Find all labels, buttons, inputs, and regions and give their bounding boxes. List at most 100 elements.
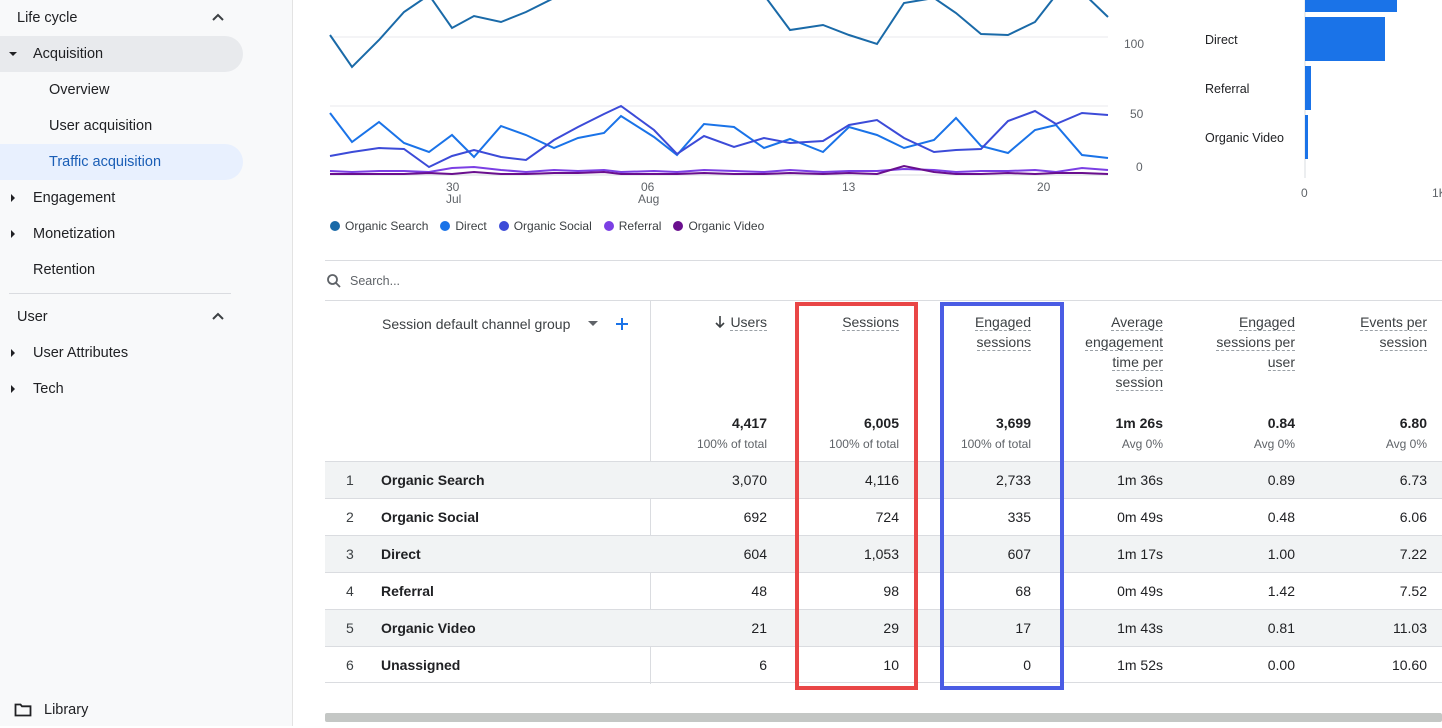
sidebar-item-acquisition[interactable]: Acquisition xyxy=(0,36,243,72)
cell-eng-per-user: 1.42 xyxy=(1267,583,1295,599)
add-dimension-icon[interactable] xyxy=(615,317,629,331)
cell-events-per-session: 10.60 xyxy=(1391,657,1427,673)
legend-item[interactable]: Organic Search xyxy=(330,218,428,234)
sidebar-section-user[interactable]: User xyxy=(0,299,243,335)
cell-avg-time: 0m 49s xyxy=(1117,583,1163,599)
legend-label: Organic Video xyxy=(688,219,765,233)
column-header-label: session xyxy=(1115,374,1163,391)
column-header-avg-engagement-time[interactable]: Average engagement time per session xyxy=(1063,312,1163,392)
line-series-group xyxy=(329,0,1109,176)
cell-sessions: 98 xyxy=(883,583,899,599)
chart-legend: Organic Search Direct Organic Social Ref… xyxy=(330,218,764,234)
bar-x-tick-label: 1K xyxy=(1432,186,1442,200)
column-header-label: sessions per xyxy=(1216,334,1295,351)
row-channel: Organic Video xyxy=(381,620,476,636)
horizontal-scrollbar[interactable] xyxy=(325,713,1442,722)
legend-dot xyxy=(673,221,684,231)
legend-dot xyxy=(603,221,614,231)
cell-avg-time: 1m 36s xyxy=(1117,472,1163,488)
caret-right-icon xyxy=(11,349,15,357)
series-line xyxy=(330,164,1109,176)
legend-label: Organic Social xyxy=(513,219,592,233)
x-tick-label: Jul xyxy=(446,192,461,206)
sidebar-item-overview[interactable]: Overview xyxy=(49,72,109,108)
column-header-label: Average xyxy=(1111,314,1163,331)
table-search[interactable]: Search... xyxy=(326,270,400,292)
sessions-highlight-box xyxy=(795,302,918,690)
bar-category-label: Direct xyxy=(1205,33,1238,47)
bar xyxy=(1305,115,1308,159)
cell-events-per-session: 7.22 xyxy=(1399,546,1427,562)
row-index: 4 xyxy=(346,583,354,599)
dropdown-caret-icon[interactable] xyxy=(588,321,598,327)
cell-eng-per-user: 1.00 xyxy=(1267,546,1295,562)
caret-right-icon xyxy=(11,230,15,238)
x-tick-label: 20 xyxy=(1037,180,1051,194)
sidebar-item-label: Retention xyxy=(33,262,96,278)
cell-sessions: 29 xyxy=(883,620,899,636)
charts-area: 100 50 0 30 Jul 06 Aug 13 20 Direct Refe… xyxy=(329,0,1442,206)
folder-icon xyxy=(14,703,32,717)
row-channel: Unassigned xyxy=(381,657,461,673)
sidebar-item-engagement[interactable]: Engagement xyxy=(0,180,115,216)
column-header-engaged-sessions[interactable]: Engaged sessions xyxy=(941,312,1031,352)
sidebar-item-monetization[interactable]: Monetization xyxy=(0,216,115,252)
cell-avg-time: 1m 43s xyxy=(1117,620,1163,636)
column-header-label: Engaged xyxy=(974,314,1031,331)
dimension-selector[interactable]: Session default channel group xyxy=(382,314,570,334)
table-row[interactable]: 2 Organic Social 692 724 335 0m 49s 0.48… xyxy=(325,498,1442,535)
legend-item[interactable]: Organic Video xyxy=(673,218,764,234)
series-line xyxy=(329,112,1109,159)
main-content: 100 50 0 30 Jul 06 Aug 13 20 Direct Refe… xyxy=(294,0,1442,726)
bar-x-tick-label: 0 xyxy=(1301,186,1308,200)
dimension-label: Session default channel group xyxy=(382,316,571,332)
x-tick-label: 30 xyxy=(446,180,460,194)
sidebar-section-label: Life cycle xyxy=(17,10,78,26)
sidebar-item-label: User Attributes xyxy=(33,345,129,361)
legend-label: Organic Search xyxy=(345,219,429,233)
cell-sessions: 10 xyxy=(883,657,899,673)
table-row[interactable]: 6 Unassigned 6 10 0 1m 52s 0.00 10.60 xyxy=(325,646,1442,683)
table-top-border xyxy=(325,300,1442,301)
column-header-label: time per xyxy=(1112,354,1163,371)
caret-right-icon xyxy=(11,194,15,202)
bar xyxy=(1305,66,1311,110)
cell-sessions: 1,053 xyxy=(863,546,899,562)
table-row[interactable]: 1 Organic Search 3,070 4,116 2,733 1m 36… xyxy=(325,461,1442,498)
column-header-label: sessions xyxy=(976,334,1031,351)
sidebar-item-library[interactable]: Library xyxy=(14,692,88,728)
sidebar-item-retention[interactable]: Retention xyxy=(33,252,95,288)
cell-events-per-session: 11.03 xyxy=(1393,620,1427,636)
column-header-events-per-session[interactable]: Events per session xyxy=(1317,312,1427,352)
bar xyxy=(1305,17,1385,61)
sidebar-section-lifecycle[interactable]: Life cycle xyxy=(0,0,243,36)
series-line xyxy=(329,0,1109,69)
cell-engaged-sessions: 0 xyxy=(1023,657,1031,673)
cell-users: 692 xyxy=(743,509,767,525)
sidebar-item-tech[interactable]: Tech xyxy=(0,371,64,407)
x-tick-label: Aug xyxy=(638,192,659,206)
total-events-per-session-sub: Avg 0% xyxy=(1385,437,1427,451)
search-input[interactable]: Search... xyxy=(350,274,401,288)
legend-item[interactable]: Organic Social xyxy=(498,218,592,234)
x-tick-label: 06 xyxy=(641,180,655,194)
legend-item[interactable]: Referral xyxy=(603,218,661,234)
table-row[interactable]: 4 Referral 48 98 68 0m 49s 1.42 7.52 xyxy=(325,572,1442,609)
column-header-sessions[interactable]: Sessions xyxy=(809,312,899,332)
table-row[interactable]: 5 Organic Video 21 29 17 1m 43s 0.81 11.… xyxy=(325,609,1442,646)
sidebar-item-user-acquisition[interactable]: User acquisition xyxy=(49,108,152,144)
legend-label: Direct xyxy=(455,219,487,233)
cell-eng-per-user: 0.89 xyxy=(1267,472,1295,488)
sidebar-item-traffic-acquisition[interactable]: Traffic acquisition xyxy=(0,144,243,180)
sidebar-item-user-attributes[interactable]: User Attributes xyxy=(0,335,128,371)
column-header-users[interactable]: Users xyxy=(677,312,767,332)
table-row[interactable]: 3 Direct 604 1,053 607 1m 17s 1.00 7.22 xyxy=(325,535,1442,572)
series-line xyxy=(329,165,1109,174)
column-header-engaged-sessions-per-user[interactable]: Engaged sessions per user xyxy=(1185,312,1295,372)
cell-avg-time: 1m 52s xyxy=(1117,657,1163,673)
legend-item[interactable]: Direct xyxy=(440,218,487,234)
legend-dot xyxy=(440,221,451,231)
y-tick-label: 100 xyxy=(1124,37,1144,51)
chevron-up-icon xyxy=(212,13,224,21)
column-header-label: Events per xyxy=(1360,314,1427,331)
